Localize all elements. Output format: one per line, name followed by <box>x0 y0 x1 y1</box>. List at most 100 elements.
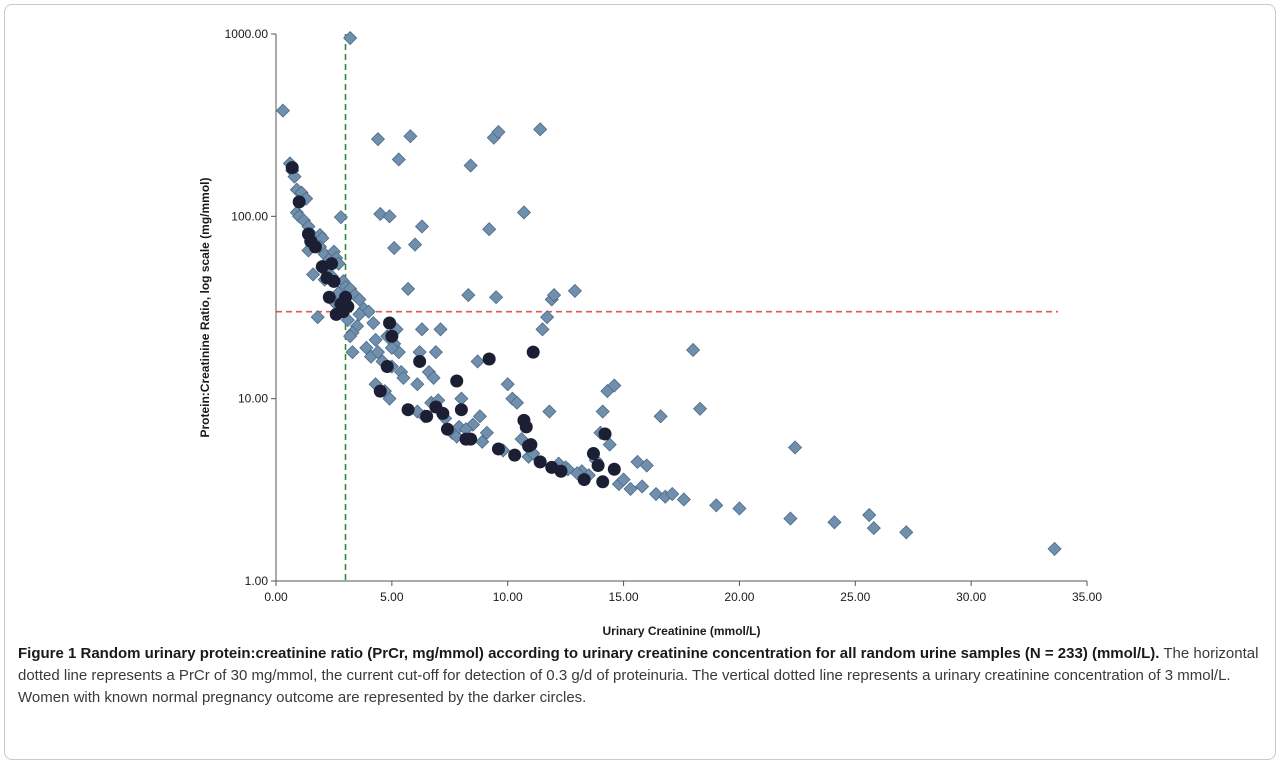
diamond-point <box>567 283 582 298</box>
diamond-point <box>732 501 747 516</box>
diamond-point <box>352 307 367 322</box>
circle-point <box>413 354 427 368</box>
diamond-point <box>472 409 487 424</box>
diamond-point <box>491 124 506 140</box>
diamond-point <box>866 521 881 536</box>
caption-text: The horizontal dotted line represents a … <box>18 645 1259 706</box>
diamond-point <box>542 404 557 419</box>
diamond-point <box>401 281 416 296</box>
circle-point <box>598 427 612 441</box>
figure-frame <box>4 4 1276 760</box>
circle-point <box>373 384 387 398</box>
diamond-point <box>479 425 494 440</box>
diamond-point <box>343 329 358 344</box>
diamond-point <box>509 395 525 410</box>
circle-point <box>440 422 454 436</box>
diamond-point <box>428 345 443 360</box>
y-tick-label: 10.00 <box>238 392 268 406</box>
figure-caption: Figure 1 Random urinary protein:creatini… <box>18 643 1263 709</box>
y-tick-label: 1000.00 <box>225 27 269 41</box>
diamond-point <box>862 507 877 523</box>
circle-point <box>325 257 339 271</box>
diamond-point <box>635 479 650 494</box>
diamond-point <box>595 404 610 419</box>
diamond-point <box>370 132 386 147</box>
x-axis-title: Urinary Creatinine (mmol/L) <box>602 624 760 638</box>
circle-point <box>383 316 397 330</box>
diamond-point <box>352 292 367 307</box>
circle-point <box>380 360 394 374</box>
circle-point <box>533 455 547 469</box>
x-tick-label: 15.00 <box>609 590 639 604</box>
diamond-point <box>391 152 406 167</box>
x-tick-label: 10.00 <box>493 590 523 604</box>
diamond-point <box>1047 541 1062 556</box>
diamond-point <box>384 340 399 355</box>
x-tick-label: 30.00 <box>956 590 986 604</box>
circle-point <box>308 240 322 254</box>
diamond-point <box>692 401 708 416</box>
circle-point <box>491 442 505 456</box>
circle-point <box>591 458 605 472</box>
circle-point <box>420 409 434 423</box>
circle-point <box>292 195 306 209</box>
circle-point <box>526 345 540 359</box>
diamond-point <box>639 458 654 473</box>
x-tick-label: 20.00 <box>724 590 754 604</box>
diamond-point <box>616 472 631 487</box>
diamond-point <box>333 210 348 225</box>
circle-point <box>327 274 341 288</box>
circle-point <box>454 403 468 417</box>
caption-title: Figure 1 Random urinary protein:creatini… <box>18 645 1160 662</box>
y-tick-label: 1.00 <box>245 574 269 588</box>
diamond-point <box>310 310 325 325</box>
diamond-point <box>899 525 914 540</box>
diamond-point <box>686 342 701 358</box>
diamond-point <box>368 332 383 347</box>
diamond-point <box>827 515 842 530</box>
diamond-point <box>475 434 490 449</box>
diamond-point <box>546 287 562 303</box>
diamond-point <box>461 287 476 303</box>
diamond-point <box>676 492 691 507</box>
diamond-point <box>306 267 321 282</box>
x-tick-label: 5.00 <box>380 590 404 604</box>
diamond-point <box>414 322 430 337</box>
circle-point <box>322 290 336 304</box>
diamond-point <box>709 498 724 513</box>
circle-point <box>436 406 450 420</box>
x-tick-label: 35.00 <box>1072 590 1102 604</box>
diamond-point <box>607 378 622 393</box>
y-axis-title: Protein:Creatinine Ratio, log scale (mg/… <box>198 177 212 437</box>
diamond-point <box>414 219 430 234</box>
diamond-point <box>535 322 550 337</box>
x-tick-label: 25.00 <box>840 590 870 604</box>
diamond-point <box>482 222 497 237</box>
diamond-point <box>602 437 617 452</box>
chart-axes: 0.00 5.00 10.00 15.00 20.00 25.00 30.00 35.00 1.… <box>225 27 1103 604</box>
diamond-point <box>275 103 291 118</box>
circle-point <box>524 438 538 452</box>
circle-point <box>519 420 533 434</box>
diamond-point <box>653 409 668 424</box>
circle-point <box>607 462 621 476</box>
circle-point <box>596 475 610 489</box>
diamond-point <box>345 345 360 360</box>
diamond-point <box>382 209 397 224</box>
circle-point <box>586 447 600 461</box>
diamond-point <box>540 310 555 325</box>
circle-point <box>401 403 415 417</box>
diamond-point <box>783 511 798 526</box>
diamond-point <box>396 370 411 385</box>
diamond-point <box>343 30 358 46</box>
diamond-point <box>623 481 638 496</box>
diamond-point <box>533 122 548 137</box>
diamond-point <box>489 290 504 305</box>
circle-point <box>336 305 350 319</box>
y-tick-label: 100.00 <box>231 209 268 223</box>
diamond-point <box>470 354 485 369</box>
diamond-point <box>366 315 381 331</box>
diamond-point <box>382 391 397 406</box>
circle-point <box>482 352 496 366</box>
circle-point <box>554 464 568 478</box>
